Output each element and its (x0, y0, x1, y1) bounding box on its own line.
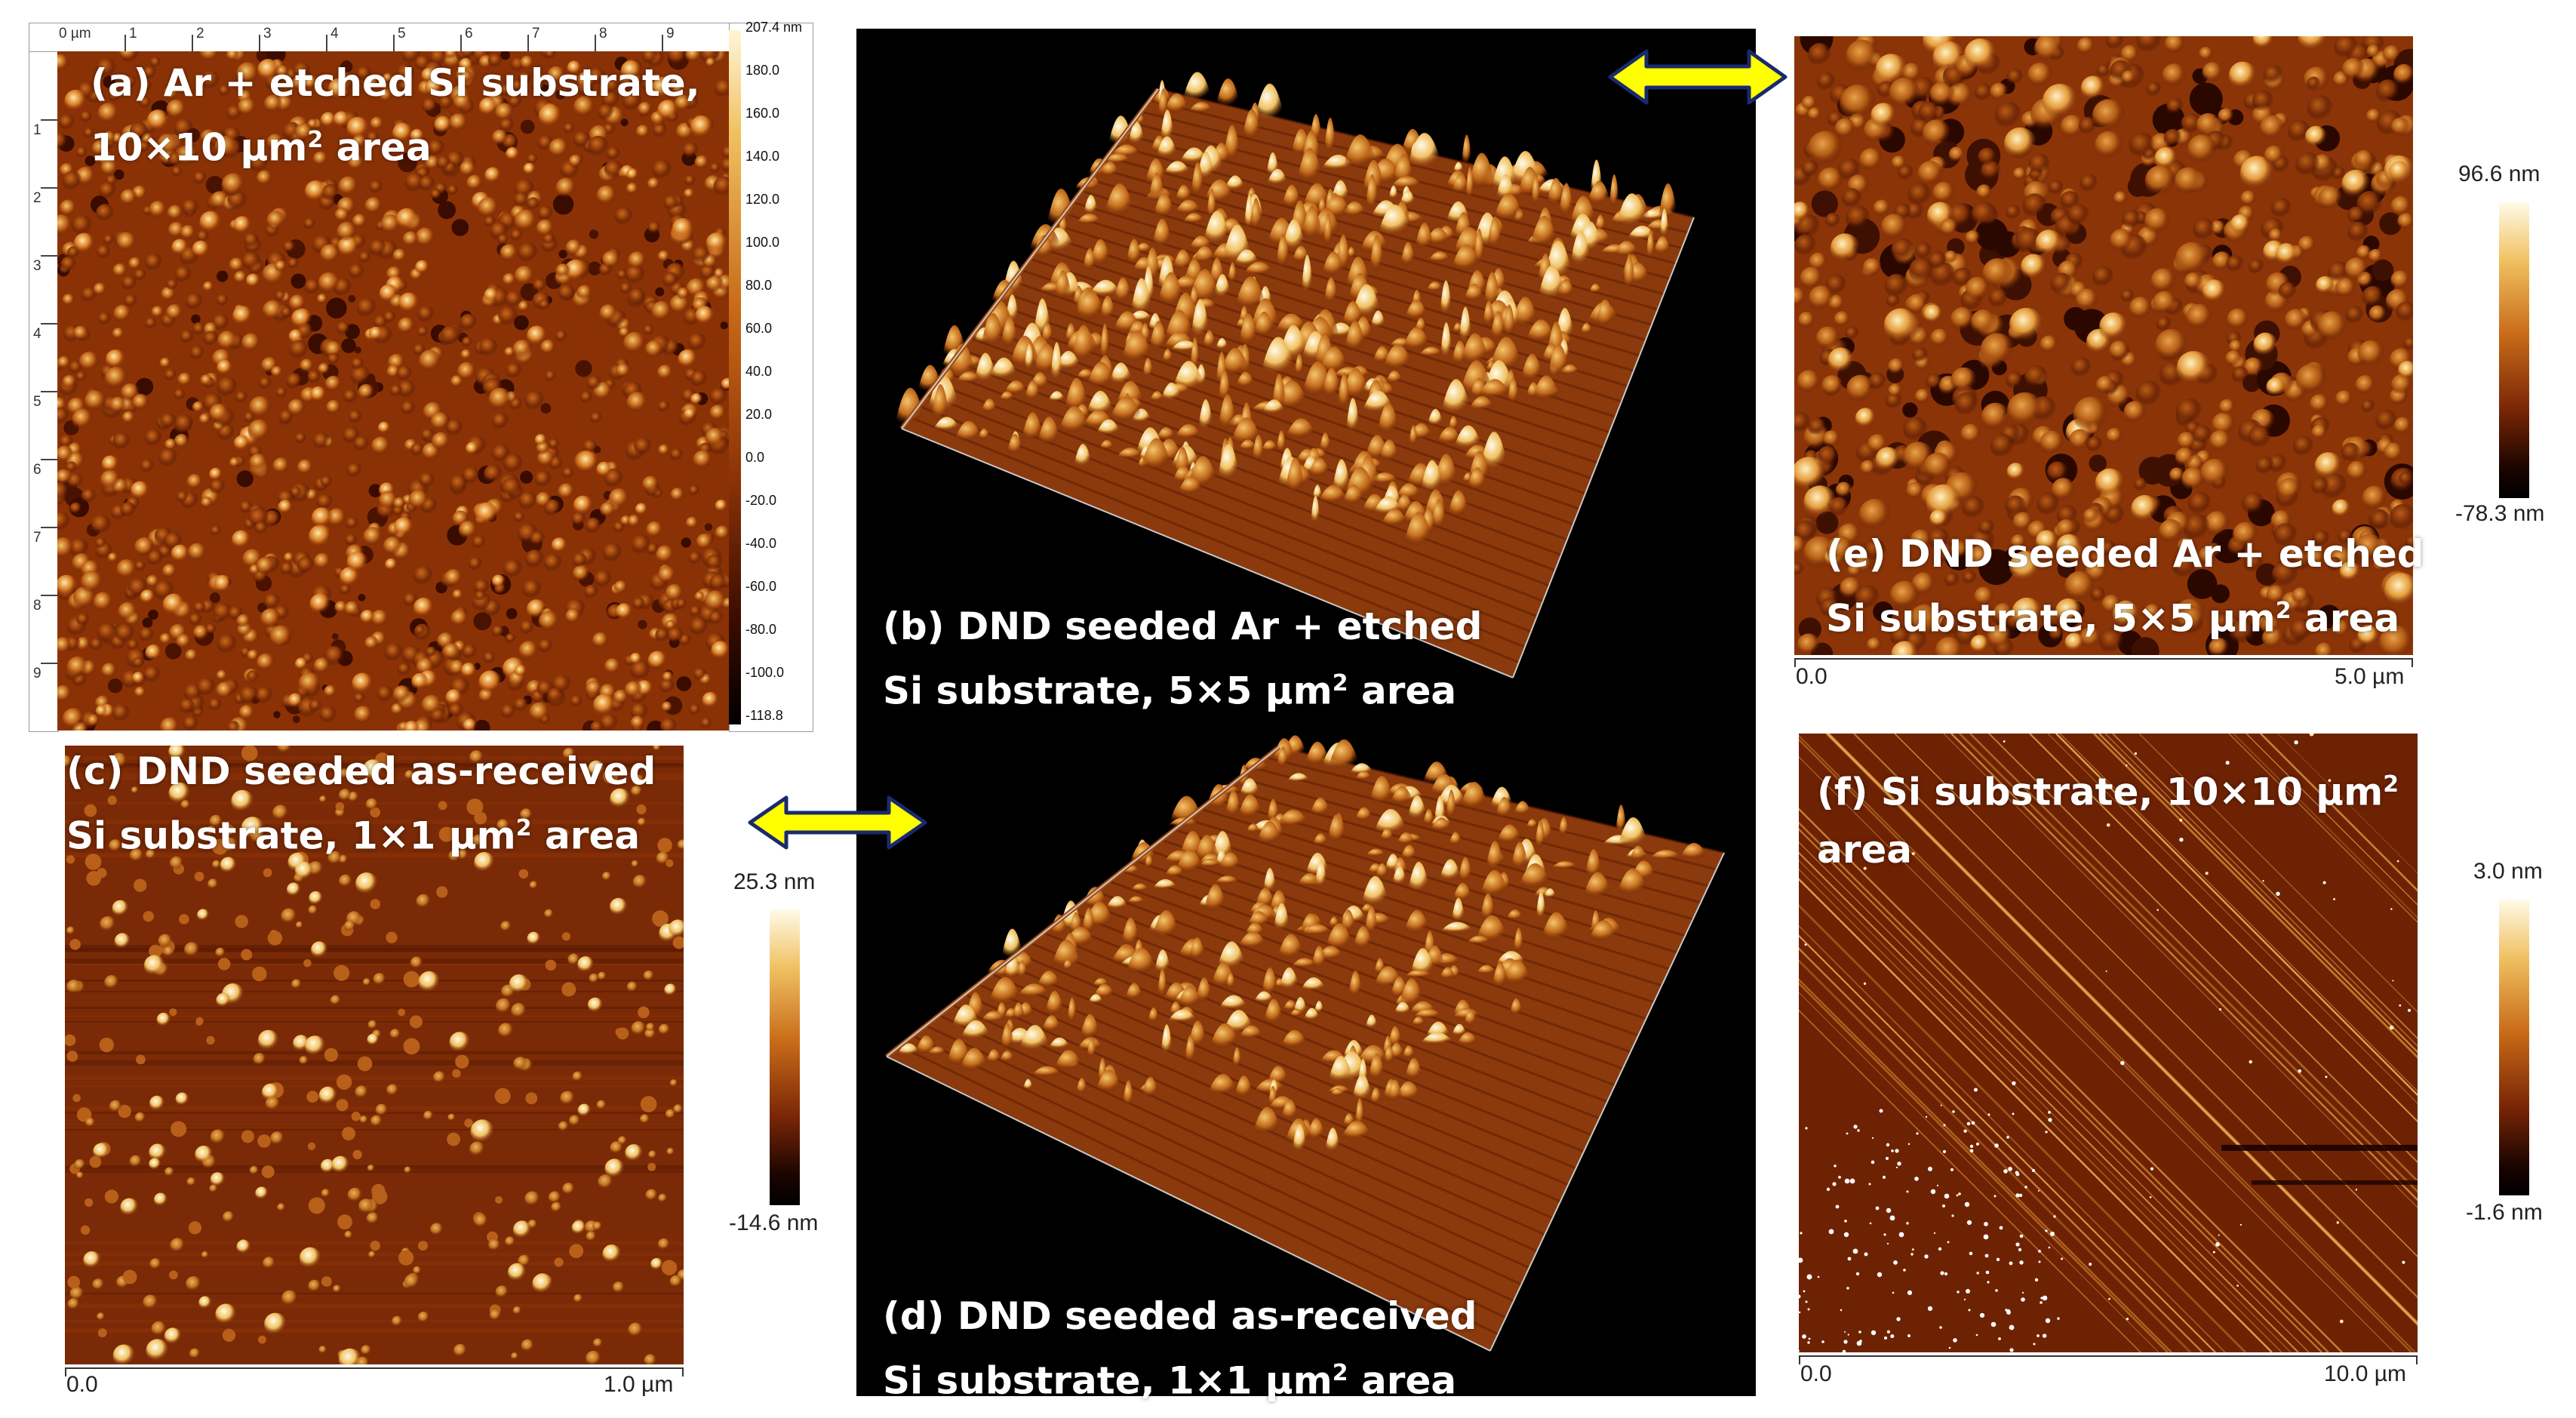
panel-c-x-axis-tick-left (65, 1367, 66, 1376)
panel-f-x-max: 10.0 µm (2324, 1361, 2406, 1386)
panel-a-left-ruler-tick (41, 187, 57, 189)
panel-c-color-min: -14.6 nm (729, 1210, 819, 1235)
panel-f-color-min: -1.6 nm (2466, 1200, 2543, 1225)
panel-e-x-axis-tick-left (1794, 658, 1796, 667)
panel-a-scale-value: 80.0 (745, 278, 773, 293)
panel-a-scale-value: 20.0 (745, 407, 773, 422)
panel-a-scale-value: 180.0 (745, 63, 780, 78)
panel-a-scale-value: 120.0 (745, 192, 780, 207)
panel-a-scale-value: 207.4 nm (745, 20, 803, 35)
panel-a-left-ruler-tick (41, 119, 57, 121)
panel-a-ruler-tick (662, 35, 663, 51)
panel-e-x-max: 5.0 µm (2335, 664, 2405, 689)
panel-a-ruler-tick-label: 3 (263, 26, 272, 42)
panel-a-color-scale (729, 30, 741, 724)
panel-a-ruler-tick (527, 35, 529, 51)
panel-a-scale-value: -40.0 (745, 536, 777, 551)
panel-a-ruler-tick (393, 35, 395, 51)
panel-a-left-ruler-tick-label: 3 (33, 258, 41, 274)
panel-a-ruler-tick (192, 35, 193, 51)
panel-a-scale-value: -80.0 (745, 622, 777, 637)
double-arrow-icon (748, 795, 927, 850)
panel-e-color-min: -78.3 nm (2455, 501, 2545, 526)
panel-a-top-ruler (29, 23, 743, 53)
panel-a-left-ruler-tick (41, 663, 57, 664)
panel-b-3d-afm-render (856, 29, 1756, 693)
panel-a-scale-value: 100.0 (745, 235, 780, 250)
panel-e-afm-image (1794, 36, 2413, 655)
panel-a-left-ruler-tick (41, 391, 57, 392)
panel-e-x-axis-tick-right (2412, 658, 2413, 667)
panel-d-label: (d) DND seeded as-received Si substrate,… (883, 1294, 1477, 1403)
panel-a-scale-value: 140.0 (745, 149, 780, 164)
panel-c-x-axis-tick-right (682, 1367, 684, 1376)
panel-a-ruler-tick-label: 1 (129, 26, 137, 42)
panel-a-scale-value: 160.0 (745, 106, 780, 121)
panel-e-x-axis-line (1794, 658, 2413, 660)
panel-a-left-ruler-tick-label: 1 (33, 122, 41, 138)
panel-a-left-ruler-tick (41, 459, 57, 460)
panel-a-left-ruler-tick-label: 6 (33, 462, 41, 478)
panel-c-x-axis-line (65, 1367, 684, 1369)
panel-f-label: (f) Si substrate, 10×10 µm2 area (1817, 770, 2399, 872)
panel-a-ruler-tick-label: 4 (330, 26, 339, 42)
panel-a-scale-value: -60.0 (745, 579, 777, 594)
panel-a-ruler-tick (595, 35, 596, 51)
panel-a-ruler-tick-label: 8 (599, 26, 607, 42)
panel-a-left-ruler-tick-label: 2 (33, 190, 41, 206)
panel-a-ruler-tick-label: 5 (398, 26, 406, 42)
panel-c-label: (c) DND seeded as-received Si substrate,… (66, 749, 656, 858)
panel-a-ruler-tick (326, 35, 327, 51)
panel-a-left-ruler-tick-label: 4 (33, 326, 41, 342)
panel-a-ruler-tick-label: 7 (532, 26, 540, 42)
panel-a-left-ruler-tick (41, 595, 57, 596)
panel-e-label: (e) DND seeded Ar + etched Si substrate,… (1826, 532, 2424, 641)
panel-a-scale-value: 0.0 (745, 450, 765, 465)
panel-f-x-axis-tick-right (2416, 1355, 2418, 1364)
panel-a-ruler-tick-label: 9 (666, 26, 675, 42)
panel-a-left-ruler-tick (41, 323, 57, 325)
panel-a-afm-image (57, 51, 729, 731)
panel-c-color-max: 25.3 nm (733, 869, 816, 894)
panel-f-x-min: 0.0 (1800, 1361, 1832, 1386)
panel-a-ruler-tick-label: 2 (196, 26, 204, 42)
panel-a-left-ruler-tick-label: 5 (33, 394, 41, 410)
panel-a-ruler-unit: 0 µm (59, 26, 91, 42)
panel-a-left-ruler-tick (41, 255, 57, 257)
panel-e-color-scale (2499, 202, 2529, 498)
panel-a-ruler-tick-label: 6 (465, 26, 473, 42)
panel-a-scale-value: 60.0 (745, 321, 773, 336)
panel-c-color-scale (770, 909, 800, 1205)
panel-a-scale-value: -100.0 (745, 665, 785, 680)
panel-f-x-axis-line (1799, 1355, 2418, 1357)
panel-a-left-ruler-tick-label: 9 (33, 666, 41, 681)
panel-c-x-min: 0.0 (66, 1372, 98, 1397)
panel-a-left-ruler-tick-label: 7 (33, 530, 41, 546)
panel-e-color-max: 96.6 nm (2458, 161, 2541, 186)
panel-a-label: (a) Ar + etched Si substrate, 10×10 µm2 … (91, 61, 700, 170)
panel-a-ruler-tick (460, 35, 462, 51)
panel-f-x-axis-tick-left (1799, 1355, 1800, 1364)
panel-f-color-max: 3.0 nm (2473, 859, 2543, 884)
panel-a-scale-value: -118.8 (745, 708, 783, 723)
panel-f-color-scale (2499, 900, 2529, 1195)
panel-c-afm-image (65, 746, 684, 1364)
panel-a-scale-value: 40.0 (745, 364, 773, 379)
panel-d-3d-afm-render (856, 702, 1756, 1396)
panel-f-afm-image (1799, 734, 2418, 1352)
panel-b-label: (b) DND seeded Ar + etched Si substrate,… (883, 604, 1483, 713)
panel-a-scale-value: -20.0 (745, 493, 777, 508)
panel-a-left-ruler-tick (41, 527, 57, 528)
panel-c-x-max: 1.0 µm (604, 1372, 674, 1397)
panel-a-ruler-tick (259, 35, 260, 51)
panel-a-ruler-tick (124, 35, 126, 51)
panel-a-left-ruler-tick-label: 8 (33, 598, 41, 614)
panel-a-scale-frame (729, 23, 813, 732)
panel-e-x-min: 0.0 (1796, 664, 1827, 689)
double-arrow-icon (1608, 49, 1788, 105)
